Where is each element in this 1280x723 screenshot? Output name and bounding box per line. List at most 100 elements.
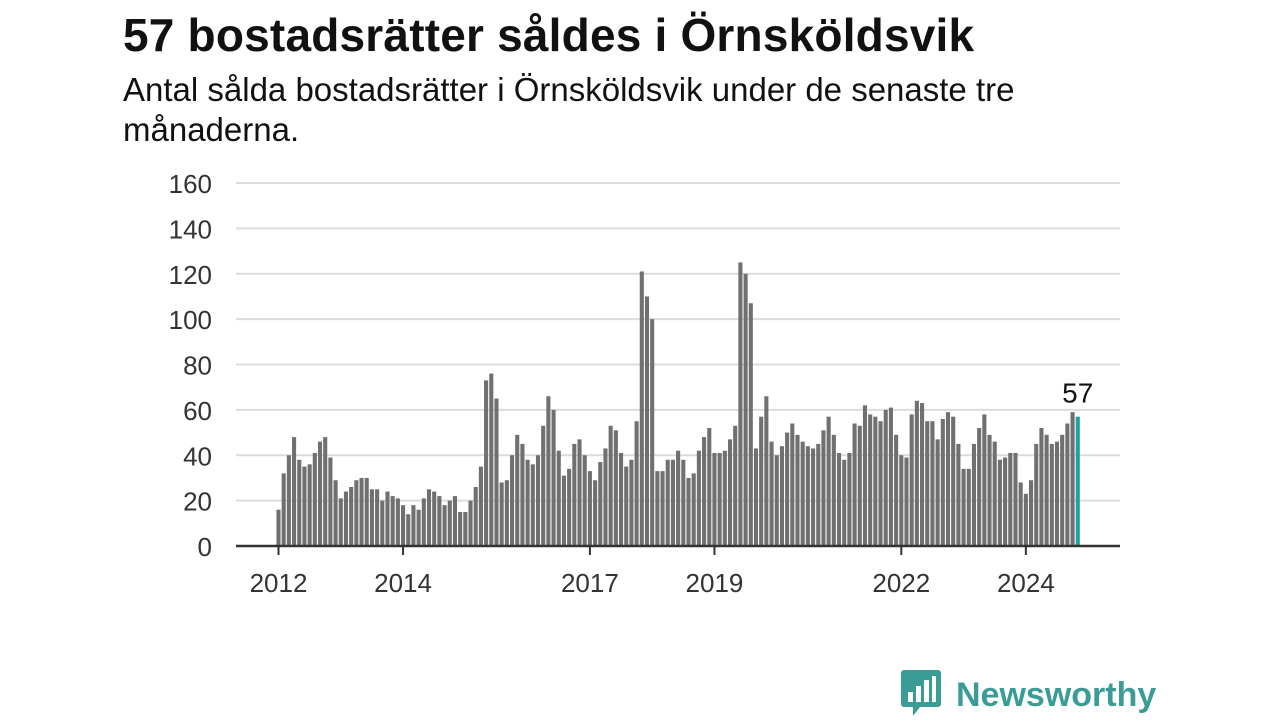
bar <box>421 498 426 546</box>
bar <box>811 448 816 546</box>
x-tick-label: 2017 <box>561 568 619 598</box>
bar <box>1003 457 1008 546</box>
bar <box>297 459 302 546</box>
bar <box>369 489 374 546</box>
bar <box>909 414 914 546</box>
bar <box>852 423 857 546</box>
bar <box>478 466 483 546</box>
x-tick-label: 2019 <box>686 568 744 598</box>
bar <box>1054 441 1060 546</box>
bar <box>458 511 463 546</box>
bar <box>977 428 982 546</box>
bar <box>821 430 826 546</box>
bar <box>629 459 634 546</box>
bar <box>567 468 572 546</box>
bar <box>349 487 354 546</box>
bar <box>276 509 281 546</box>
bar <box>390 496 395 546</box>
bar <box>940 418 945 546</box>
bar <box>707 428 712 546</box>
bar <box>1044 434 1049 546</box>
bar <box>463 511 468 546</box>
bar <box>655 471 660 546</box>
y-tick-label: 100 <box>169 305 212 335</box>
bar <box>681 459 686 546</box>
bar <box>1039 428 1044 546</box>
bar <box>847 452 852 546</box>
bar <box>535 455 541 546</box>
bar <box>292 437 297 546</box>
newsworthy-brand: Newsworthy <box>900 668 1156 723</box>
bar <box>759 416 764 546</box>
bar <box>743 273 748 546</box>
x-tick-label: 2024 <box>997 568 1055 598</box>
bar <box>712 452 717 546</box>
last-value-label: 57 <box>1062 378 1093 409</box>
bar <box>504 480 509 546</box>
bar <box>416 509 421 546</box>
bar <box>925 421 930 546</box>
bar <box>982 414 987 546</box>
bar <box>764 396 769 546</box>
bar <box>670 459 675 546</box>
bar <box>650 319 655 546</box>
bar <box>888 407 893 546</box>
bar <box>1034 443 1039 546</box>
bar <box>868 414 873 546</box>
y-tick-label: 160 <box>169 169 212 199</box>
bar <box>385 491 390 546</box>
bar <box>286 455 291 546</box>
bar <box>598 462 603 546</box>
bar <box>790 423 795 546</box>
bar <box>281 473 286 546</box>
bar <box>624 466 629 546</box>
bar <box>328 457 333 546</box>
bar <box>1029 480 1034 546</box>
bar <box>333 480 338 546</box>
y-tick-label: 0 <box>198 532 212 562</box>
bar <box>364 477 369 546</box>
bar <box>525 459 530 546</box>
bar <box>992 441 997 546</box>
bar <box>696 450 701 546</box>
bar <box>354 480 359 546</box>
bar <box>733 425 738 546</box>
bar <box>951 416 956 546</box>
bar <box>686 477 691 546</box>
bar <box>401 505 406 546</box>
bar <box>1070 412 1075 546</box>
bar <box>608 425 613 546</box>
bar <box>546 396 551 546</box>
bar <box>510 455 515 546</box>
bar <box>411 505 416 546</box>
bar <box>676 450 681 546</box>
bar <box>582 455 587 546</box>
bar <box>494 398 499 546</box>
bar <box>375 489 380 546</box>
bar <box>473 487 478 546</box>
bar <box>1008 452 1013 546</box>
x-tick-label: 2014 <box>374 568 432 598</box>
bar <box>935 439 940 546</box>
bar <box>956 443 961 546</box>
y-tick-label: 120 <box>169 260 212 290</box>
bar <box>769 441 774 546</box>
bar <box>717 452 722 546</box>
bar <box>971 443 977 546</box>
bar <box>338 498 343 546</box>
bar <box>618 452 624 546</box>
bar <box>800 441 805 546</box>
bar <box>577 439 582 546</box>
newsworthy-logo-icon <box>900 668 942 723</box>
bar <box>836 452 842 546</box>
bar <box>1023 493 1028 546</box>
bar <box>857 425 862 546</box>
bar <box>930 421 935 546</box>
bar <box>489 373 494 546</box>
bar-series <box>276 262 1080 546</box>
y-tick-label: 140 <box>169 214 212 244</box>
bar <box>551 409 556 546</box>
bar <box>644 296 650 546</box>
y-tick-label: 80 <box>183 351 212 381</box>
